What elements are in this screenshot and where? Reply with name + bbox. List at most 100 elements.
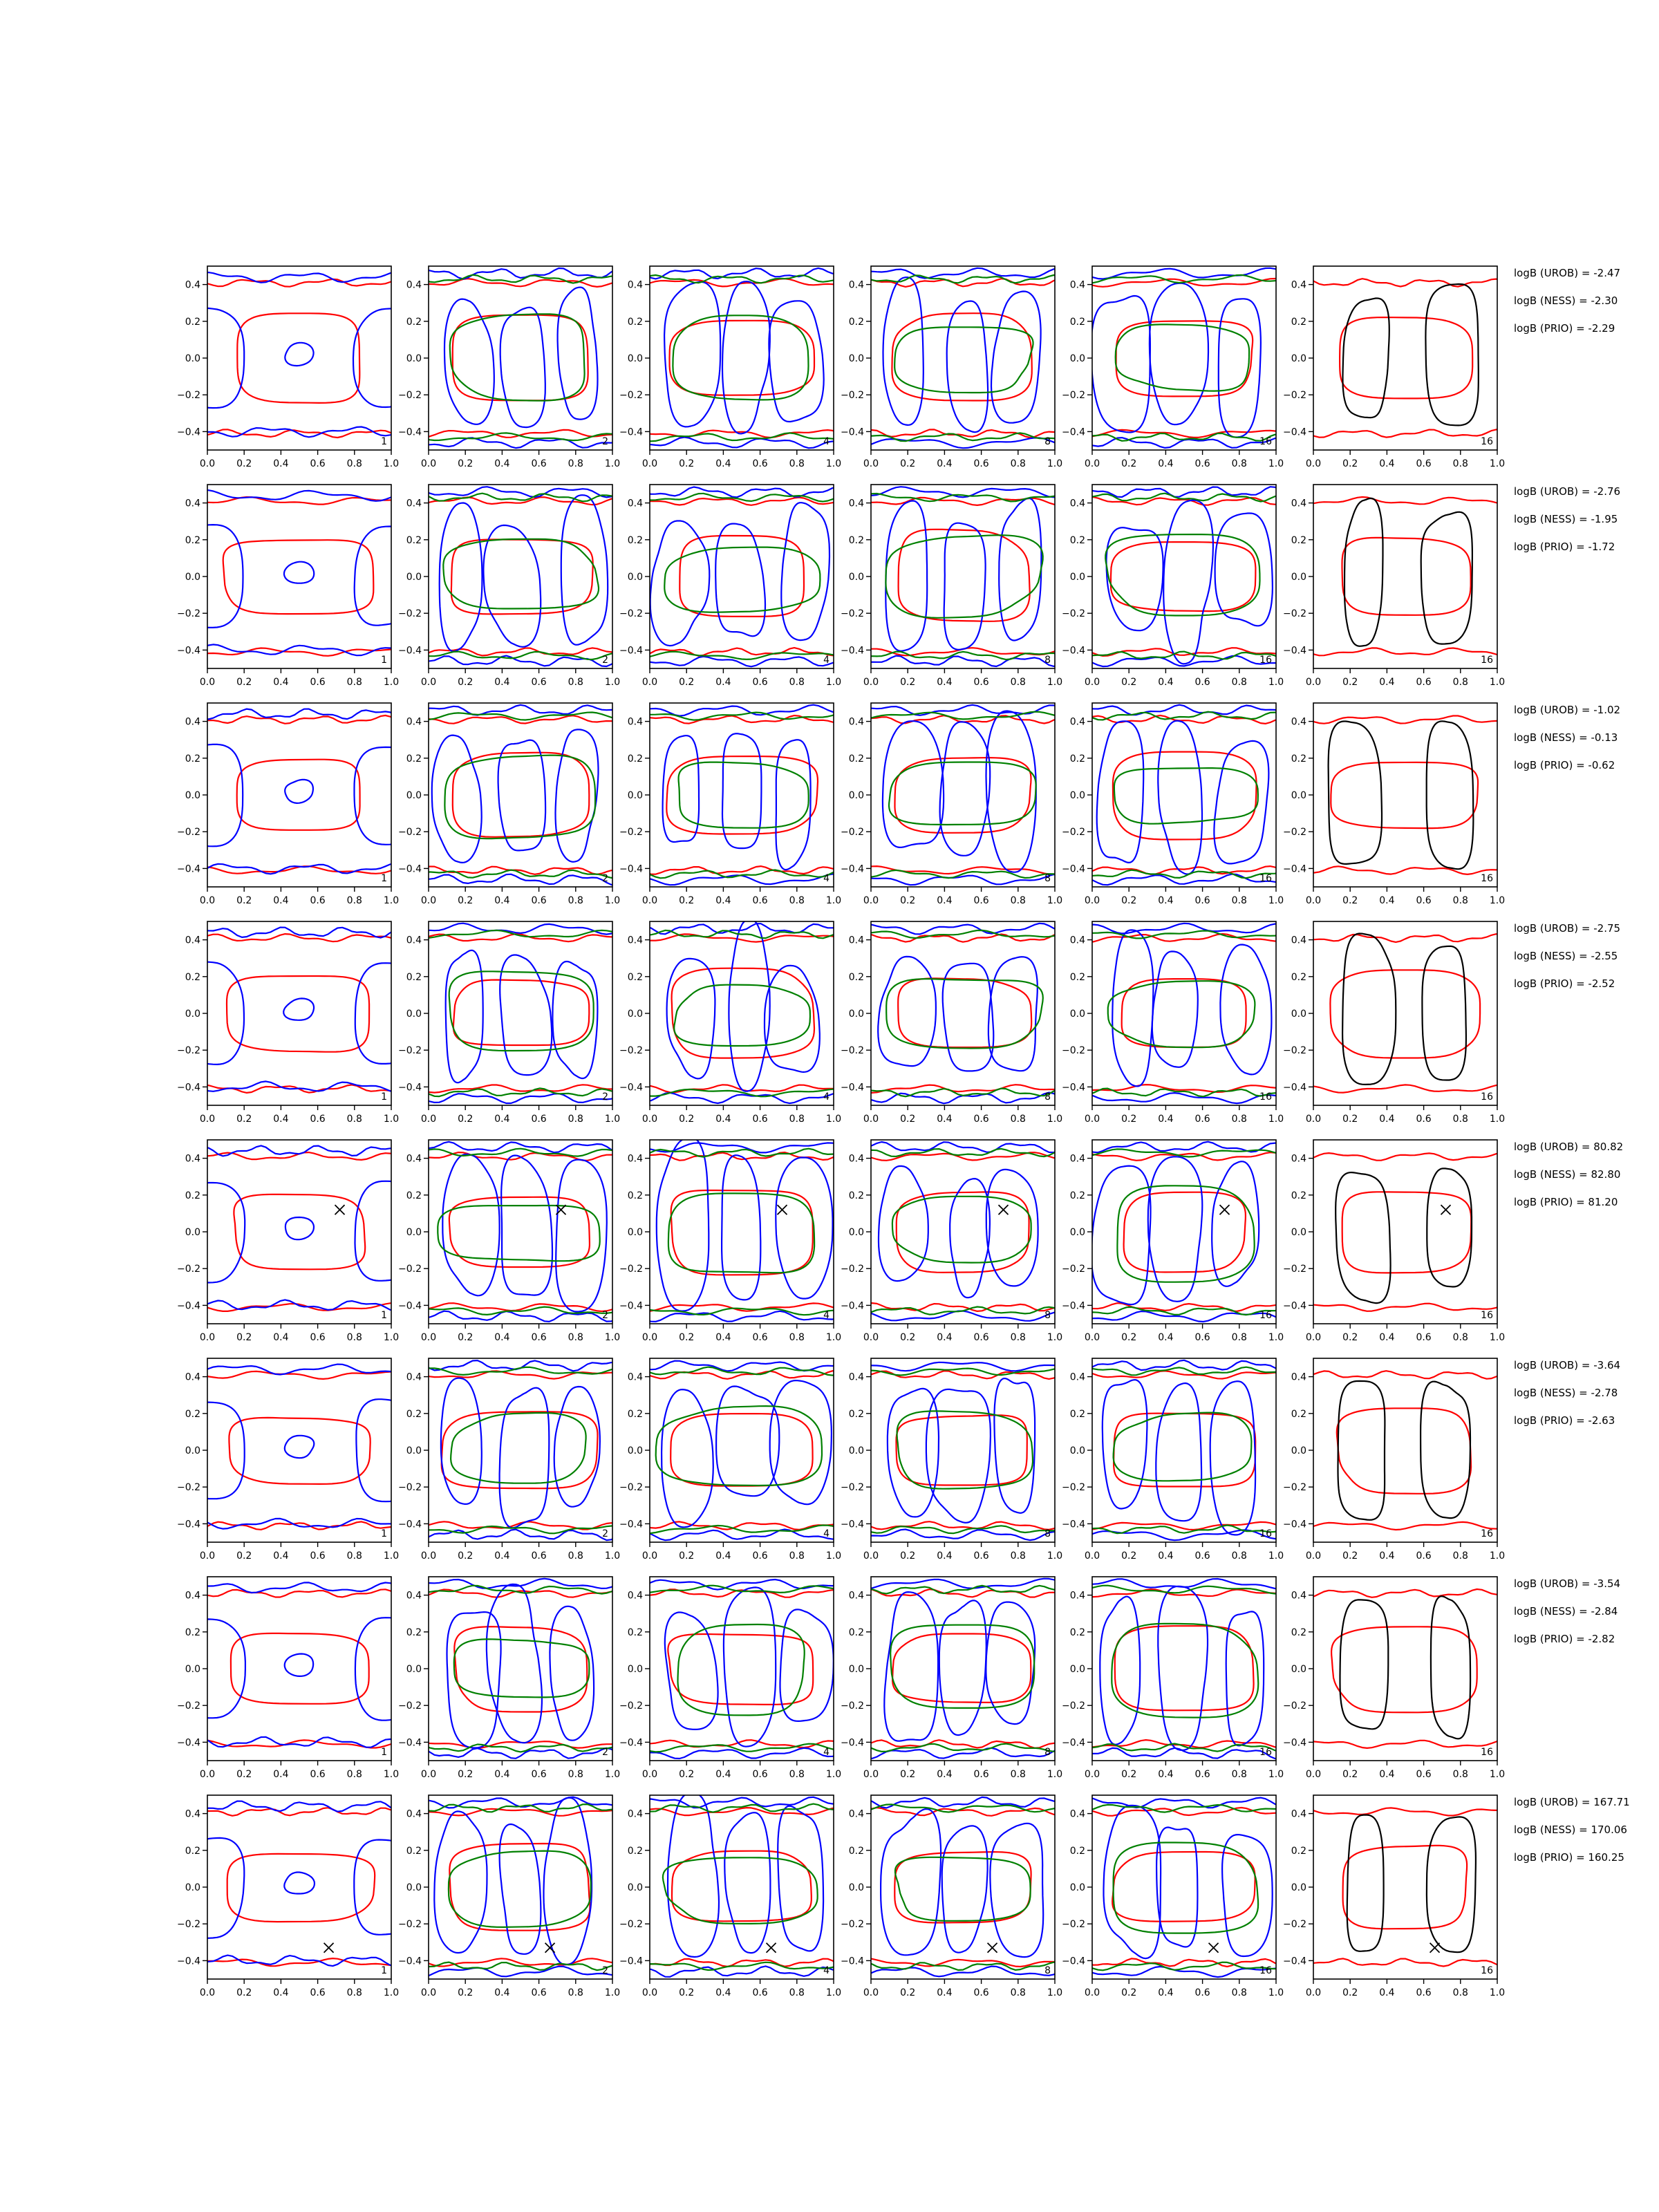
y-tick-label: 0.0 (849, 572, 864, 583)
green-contour (1105, 534, 1261, 617)
blue-contour (883, 1591, 939, 1742)
axes-frame (1313, 265, 1498, 451)
y-tick-label: 0.4 (406, 1154, 422, 1165)
contour-group (429, 1796, 612, 1978)
green-contour (429, 1147, 612, 1157)
x-tick-label: 0.6 (973, 1550, 988, 1562)
y-tick-label: −0.4 (1283, 1300, 1306, 1311)
y-tick-label: −0.2 (1283, 1919, 1306, 1930)
x-tick-label: 0.0 (421, 1332, 436, 1343)
panel-label: 2 (602, 1747, 608, 1758)
x-tick-label: 1.0 (1047, 1114, 1062, 1125)
y-tick-label: −0.2 (1283, 1264, 1306, 1275)
y-tick-label: −0.2 (177, 1700, 200, 1712)
x-tick-label: 0.2 (679, 895, 694, 906)
x-tick-label: 0.8 (568, 1987, 583, 1998)
red-contour (1092, 1152, 1276, 1161)
axes-frame (649, 921, 834, 1106)
red-contour (650, 278, 834, 288)
y-tick-label: −0.4 (177, 1082, 200, 1093)
y-tick-label: −0.2 (398, 608, 422, 619)
red-contour (1331, 1626, 1478, 1714)
panel-r2-c5: 0.0 0.2 0.4 0.6 0.8 1.0 0.4 0.2 0.0 −0.2 −0.4 16 (1062, 484, 1284, 688)
red-contour (451, 751, 590, 838)
y-tick-label: 0.4 (1070, 1591, 1085, 1602)
red-contour (429, 1521, 612, 1530)
y-tick-label: 0.0 (185, 353, 200, 364)
y-tick-label: −0.4 (398, 645, 422, 656)
contour-group (429, 704, 612, 885)
x-tick-label: 0.2 (900, 1114, 915, 1125)
y-tick-label: 0.4 (406, 1591, 422, 1602)
contour-group (429, 267, 612, 449)
green-contour (1092, 432, 1276, 442)
axes-frame (207, 1794, 392, 1980)
x-tick-label: 0.0 (421, 895, 436, 906)
panel-r7-c4: 0.0 0.2 0.4 0.6 0.8 1.0 0.4 0.2 0.0 −0.2 −0.4 8 (841, 1576, 1062, 1780)
green-contour (429, 1525, 612, 1535)
x-tick-label: 0.4 (1158, 1769, 1173, 1780)
red-contour (1313, 1739, 1497, 1749)
y-tick-label: 0.0 (1070, 1445, 1085, 1456)
blue-contour (1092, 922, 1276, 935)
x-tick-label: 0.2 (1342, 895, 1358, 906)
y-tick-label: −0.2 (1062, 1264, 1085, 1275)
green-contour (1092, 1087, 1276, 1098)
contour-group (1313, 932, 1497, 1094)
panel-label: 16 (1259, 436, 1272, 447)
panel-label: 16 (1481, 1747, 1493, 1758)
x-tick-label: 0.4 (1379, 1332, 1394, 1343)
axes-frame (428, 1139, 613, 1324)
y-tick-label: −0.4 (841, 1737, 864, 1748)
x-tick-label: 0.6 (531, 458, 546, 469)
x-tick-label: 0.6 (531, 1987, 546, 1998)
x-tick-label: 0.8 (1453, 1987, 1468, 1998)
x-tick-label: 0.4 (715, 458, 731, 469)
contour-group (871, 704, 1055, 886)
blue-contour (1101, 1379, 1148, 1510)
axes-frame (207, 702, 392, 888)
red-contour (1313, 1588, 1497, 1598)
blue-contour (650, 1747, 834, 1760)
x-tick-label: 0.6 (1416, 1114, 1431, 1125)
x-tick-label: 0.2 (1121, 1114, 1136, 1125)
blue-contour (353, 525, 391, 626)
y-tick-label: −0.2 (177, 1264, 200, 1275)
logb-stats-row-2: logB (UROB) = -2.76 logB (NESS) = -1.95 lo… (1514, 478, 1652, 561)
y-tick-label: −0.4 (1283, 1082, 1306, 1093)
panel-label: 2 (602, 1528, 608, 1539)
panel-r4-c4: 0.0 0.2 0.4 0.6 0.8 1.0 0.4 0.2 0.0 −0.2 −0.4 8 (841, 921, 1062, 1125)
green-contour (429, 1366, 612, 1376)
blue-contour (207, 708, 391, 720)
x-tick-label: 0.4 (273, 677, 288, 688)
y-tick-label: −0.4 (398, 1737, 422, 1748)
x-tick-label: 0.4 (937, 1987, 952, 1998)
green-contour (672, 315, 809, 401)
y-tick-label: 0.2 (1291, 1409, 1306, 1420)
contour-group (429, 486, 612, 668)
panel-label: 4 (823, 1747, 830, 1758)
black-contour (1339, 1599, 1389, 1730)
x-tick-label: 0.8 (1011, 1769, 1026, 1780)
green-contour (650, 1584, 834, 1593)
x-marker (997, 1204, 1009, 1215)
blue-contour (1163, 499, 1214, 665)
green-contour (429, 1584, 612, 1595)
green-contour (871, 1803, 1055, 1813)
y-tick-label: 0.0 (849, 790, 864, 801)
x-tick-label: 0.8 (568, 677, 583, 688)
y-tick-label: 0.2 (1070, 753, 1085, 765)
blue-contour (283, 1871, 316, 1895)
blue-contour (443, 298, 495, 425)
green-contour (650, 1743, 834, 1753)
x-tick-label: 0.4 (1379, 1114, 1394, 1125)
blue-contour (353, 1839, 391, 1936)
x-tick-label: 0.0 (1306, 1332, 1321, 1343)
axes-frame (870, 265, 1056, 451)
y-tick-label: −0.2 (1283, 1700, 1306, 1712)
x-tick-label: 0.6 (973, 677, 988, 688)
logb-stats-row-6: logB (UROB) = -3.64 logB (NESS) = -2.78 lo… (1514, 1351, 1652, 1434)
x-tick-label: 0.4 (1158, 1114, 1173, 1125)
red-contour (1092, 1302, 1276, 1313)
y-tick-label: 0.2 (406, 753, 422, 765)
